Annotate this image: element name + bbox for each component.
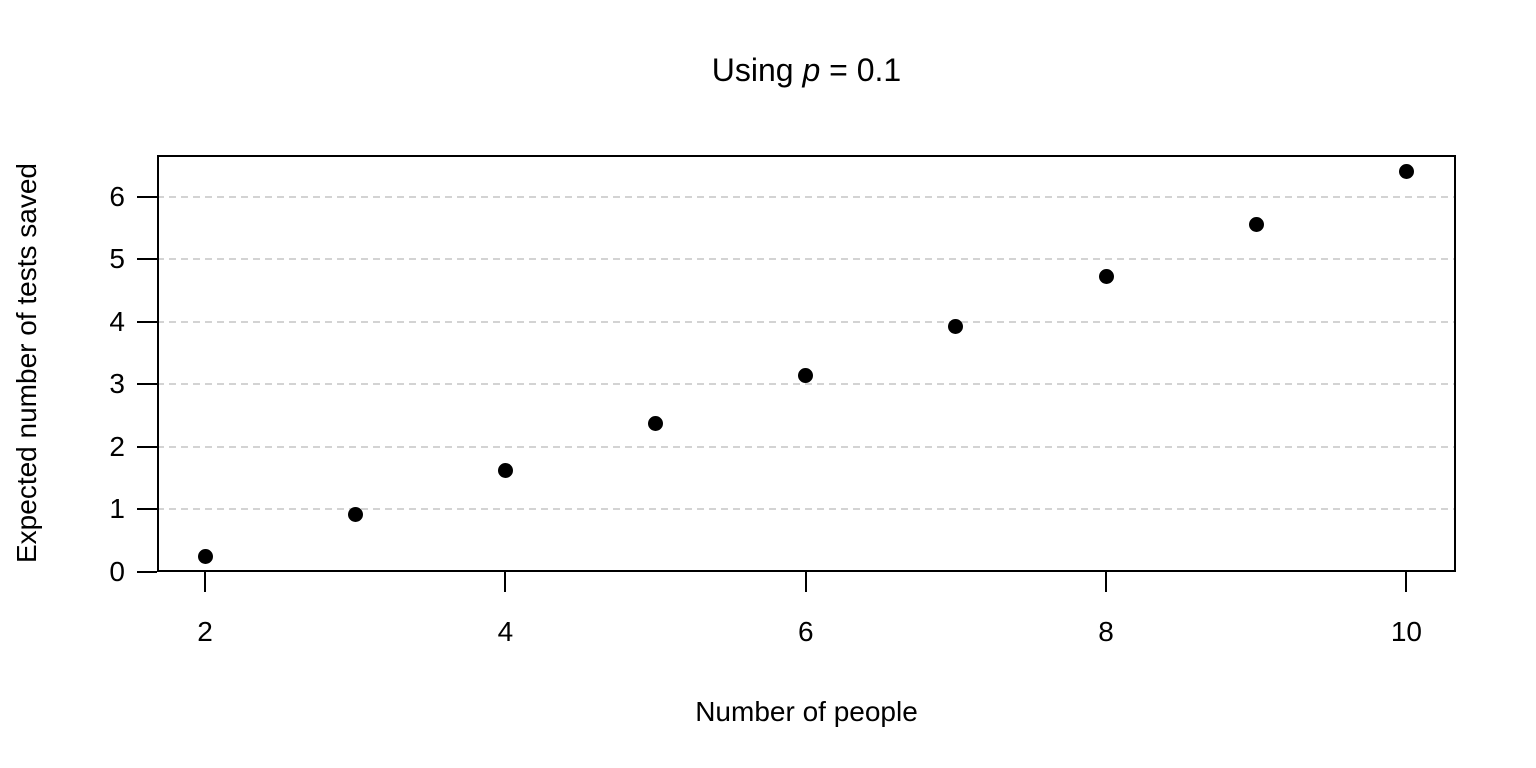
y-axis-tick <box>137 195 157 198</box>
y-axis-tick <box>137 445 157 448</box>
y-axis-tick <box>137 508 157 511</box>
data-point <box>497 462 513 478</box>
y-gridline <box>157 258 1456 261</box>
y-axis-title: Expected number of tests saved <box>11 163 42 563</box>
x-axis-title: Number of people <box>695 696 918 727</box>
chart-title-suffix: = 0.1 <box>820 52 902 88</box>
y-axis-tick <box>137 571 157 573</box>
x-axis-tick <box>804 572 807 592</box>
chart-title: Using p = 0.1 <box>157 50 1456 90</box>
data-point <box>197 548 213 564</box>
data-point <box>648 416 664 432</box>
y-axis-tick-label: 1 <box>109 493 125 525</box>
y-axis-tick-label: 0 <box>109 556 125 587</box>
y-axis-tick <box>137 383 157 386</box>
x-axis-tick-label: 4 <box>497 616 514 647</box>
y-axis-tick-label: 4 <box>109 305 125 337</box>
data-point <box>1398 164 1414 180</box>
y-gridline <box>157 570 1456 572</box>
data-point <box>1098 268 1114 284</box>
x-axis-tick-label: 6 <box>797 616 814 647</box>
y-gridline <box>157 320 1456 323</box>
chart-title-prefix: Using <box>711 52 803 88</box>
y-axis-tick-label: 6 <box>109 180 125 212</box>
plot-area <box>157 155 1456 572</box>
x-axis-tick <box>1405 572 1408 592</box>
y-axis-tick-label: 3 <box>109 368 125 400</box>
data-point <box>347 506 363 522</box>
x-axis-tick-label: 2 <box>197 616 213 647</box>
y-axis-tick <box>137 258 157 261</box>
x-axis-tick-label: 10 <box>1390 616 1423 647</box>
y-axis-tick-label: 5 <box>109 243 125 275</box>
data-point <box>1248 216 1264 232</box>
y-gridline <box>157 195 1456 198</box>
data-point <box>948 319 964 335</box>
x-axis-tick-label: 8 <box>1098 616 1114 647</box>
y-gridline <box>157 508 1456 511</box>
y-gridline <box>157 445 1456 448</box>
x-axis-tick <box>204 572 207 592</box>
data-point <box>798 368 814 384</box>
y-axis-tick-label: 2 <box>109 430 125 462</box>
y-gridline <box>157 383 1456 386</box>
y-axis-tick <box>137 320 157 323</box>
x-axis-tick <box>504 572 507 592</box>
x-axis-tick <box>1105 572 1108 592</box>
chart-title-parameter: p <box>802 52 821 88</box>
